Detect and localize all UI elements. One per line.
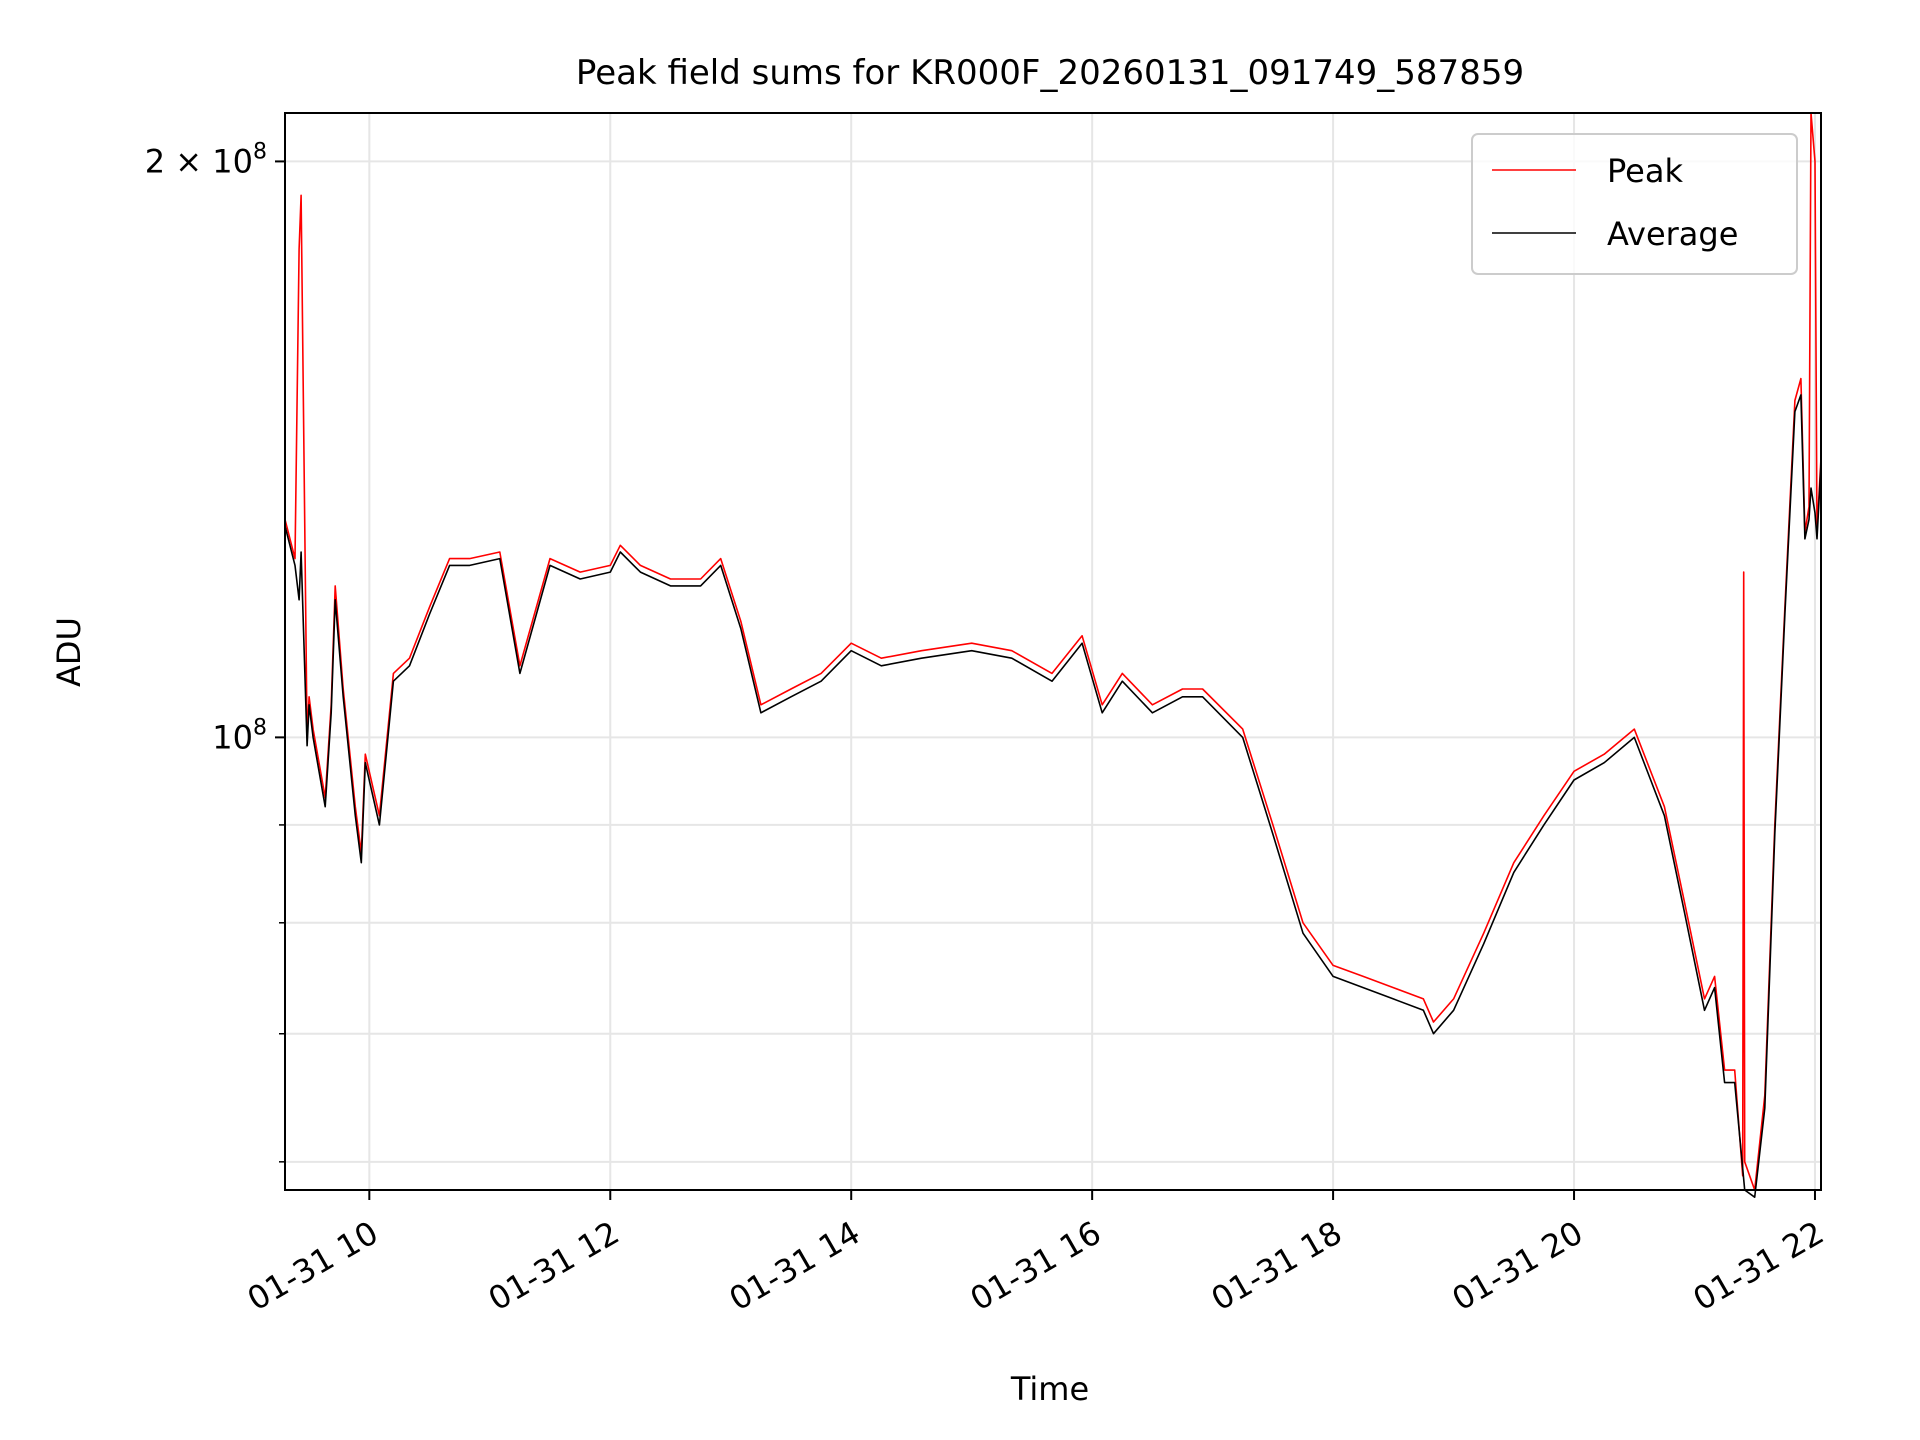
y-tick-label: 108 xyxy=(212,715,267,756)
legend-peak-label: Peak xyxy=(1607,152,1683,190)
legend-average-label: Average xyxy=(1607,215,1738,253)
series-line-peak xyxy=(284,112,1822,1191)
series-line-average xyxy=(284,394,1822,1198)
y-axis: 108 2 × 108 xyxy=(145,139,285,1163)
plot-series xyxy=(284,112,1822,1198)
legend-box xyxy=(1471,133,1798,275)
legend: Peak Average xyxy=(1471,133,1798,275)
plot-frame xyxy=(284,112,1822,1191)
y-tick-label: 2 × 108 xyxy=(145,139,267,180)
x-axis-label: Time xyxy=(1010,1370,1089,1408)
y-axis-label: ADU xyxy=(50,617,88,687)
chart-title: Peak field sums for KR000F_20260131_0917… xyxy=(576,53,1524,93)
